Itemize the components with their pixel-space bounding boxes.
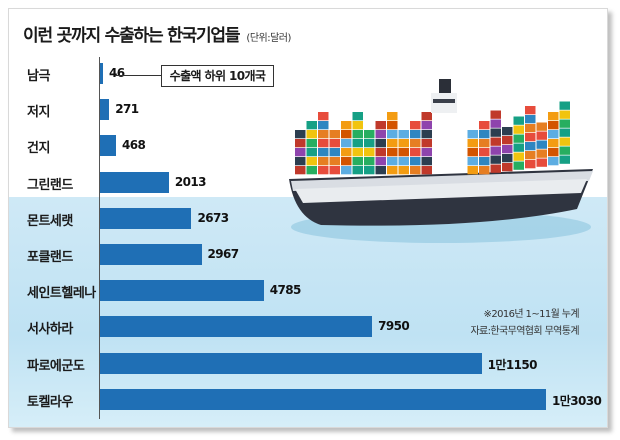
bar-value-label: 271	[115, 102, 139, 117]
infographic: 이런 곳까지 수출하는 한국기업들 (단위:달러) 남극 46 저지 271 건지 468…	[8, 8, 608, 428]
bar-value-label: 2013	[174, 174, 207, 189]
bar-value-label: 46	[109, 66, 125, 80]
bar-value-label: 7950	[378, 319, 410, 334]
category-label: 그린랜드	[27, 177, 73, 193]
category-label: 포클랜드	[27, 250, 73, 265]
category-label: 남극	[27, 69, 50, 84]
bar	[100, 207, 192, 229]
category-label: 서사하라	[27, 322, 73, 338]
category-label: 건지	[27, 141, 50, 157]
bar	[100, 316, 373, 338]
callout-leader-line	[115, 75, 161, 76]
bar-value-label: 1만3030	[552, 393, 602, 408]
category-label: 세인트헬레나	[27, 286, 96, 302]
note-source: 자료:한국무역협회 무역통계	[470, 326, 579, 337]
bar	[100, 388, 546, 410]
bar	[100, 63, 103, 84]
chart-title: 이런 곳까지 수출하는 한국기업들	[23, 26, 241, 46]
category-axis-line	[99, 57, 100, 419]
note-period: ※2016년 1~11월 누계	[483, 309, 580, 320]
bar	[100, 244, 202, 265]
bar	[100, 99, 110, 121]
bar-value-label: 4785	[269, 283, 302, 298]
cargo-ship-illustration	[289, 79, 593, 243]
callout-box: 수출액 하위 10개국	[161, 65, 274, 87]
bar-value-label: 2967	[207, 247, 240, 261]
category-label: 토켈라우	[27, 394, 73, 410]
bar-value-label: 468	[122, 138, 146, 153]
bar-value-label: 2673	[197, 210, 229, 225]
category-label: 저지	[27, 105, 50, 121]
category-label: 파로에군도	[27, 358, 85, 374]
category-label: 몬트세랫	[27, 213, 73, 229]
bar	[100, 135, 117, 157]
chart-unit: (단위:달러)	[246, 33, 291, 44]
bar	[100, 280, 264, 302]
bar	[100, 352, 482, 374]
bar	[100, 171, 169, 193]
bar-value-label: 1만1150	[487, 357, 538, 372]
chart-title-row: 이런 곳까지 수출하는 한국기업들 (단위:달러)	[23, 21, 291, 46]
